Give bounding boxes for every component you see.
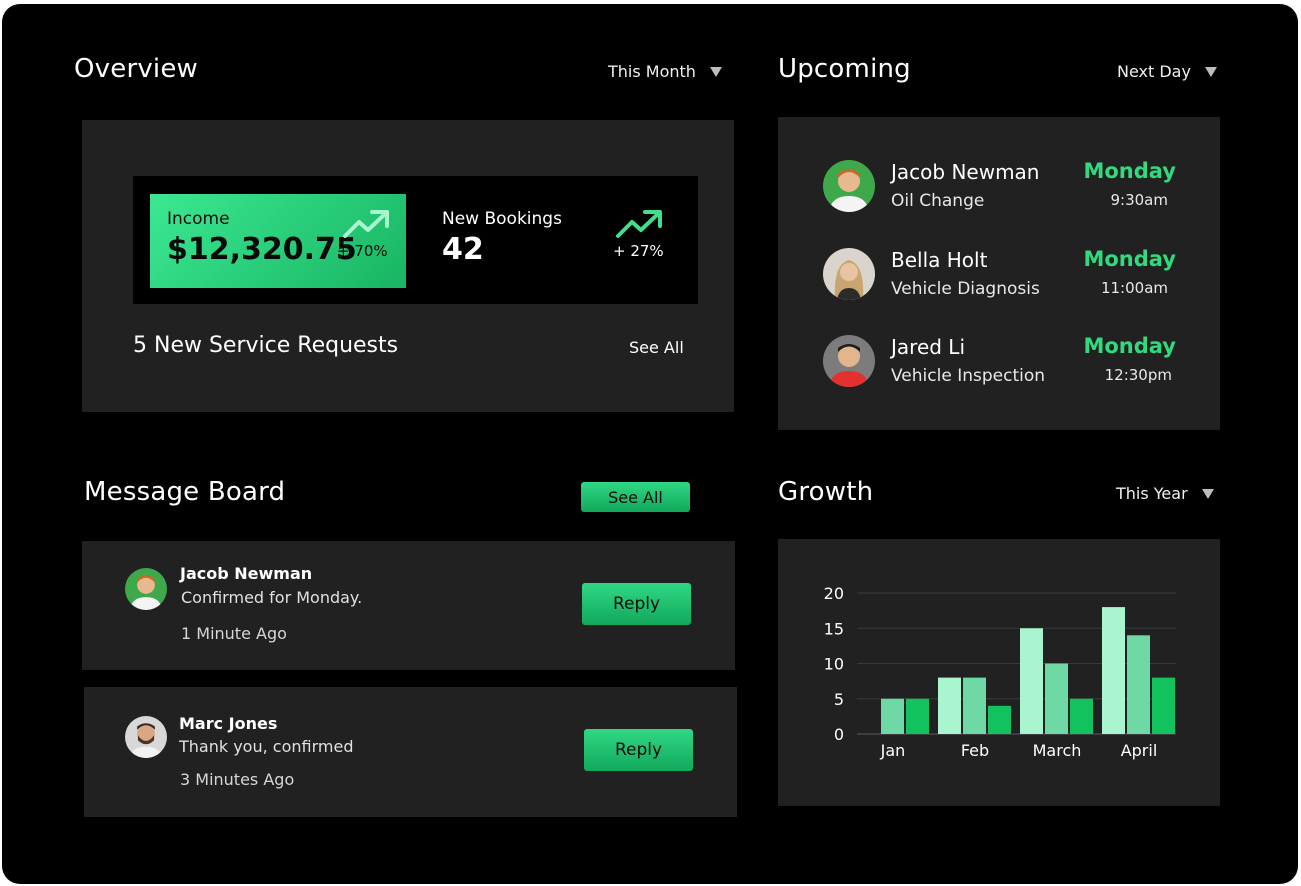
income-change: + 70%	[337, 242, 388, 260]
bar-feb-2[interactable]	[988, 705, 1011, 734]
upcoming-day: Monday	[1083, 159, 1176, 183]
bookings-value: 42	[442, 232, 484, 267]
stats-strip: Income $12,320.75 + 70% New Bookings 42 …	[133, 176, 698, 304]
bar-april-2[interactable]	[1152, 677, 1175, 734]
message-card: Marc Jones Thank you, confirmed 3 Minute…	[84, 687, 737, 817]
upcoming-time: 9:30am	[1110, 191, 1169, 209]
bar-april-0[interactable]	[1102, 607, 1125, 734]
bar-march-1[interactable]	[1045, 663, 1068, 735]
upcoming-name: Jared Li	[891, 335, 965, 359]
avatar	[823, 335, 875, 387]
messages-see-all-button[interactable]: See All	[581, 482, 690, 512]
growth-period-label: This Year	[1116, 484, 1188, 503]
message-text: Thank you, confirmed	[179, 737, 354, 756]
caret-down-icon	[1201, 488, 1214, 499]
message-time: 3 Minutes Ago	[180, 770, 295, 789]
bar-march-2[interactable]	[1070, 698, 1093, 734]
avatar-man-red-shirt-icon	[829, 344, 869, 387]
y-tick-label: 0	[834, 725, 844, 744]
upcoming-panel: Jacob Newman Oil Change Monday 9:30am Be…	[778, 117, 1220, 430]
upcoming-service: Vehicle Inspection	[891, 366, 1046, 386]
avatar	[125, 716, 167, 758]
avatar-man-glasses-green-icon	[829, 169, 869, 212]
overview-period-label: This Month	[608, 62, 696, 81]
bookings-label: New Bookings	[442, 209, 562, 229]
upcoming-item[interactable]: Jared Li Vehicle Inspection Monday 12:30…	[778, 322, 1220, 392]
y-tick-label: 20	[824, 584, 844, 603]
upcoming-period-dropdown[interactable]: Next Day	[1117, 62, 1217, 81]
upcoming-period-label: Next Day	[1117, 62, 1191, 81]
bar-feb-1[interactable]	[963, 677, 986, 734]
income-label: Income	[167, 209, 230, 229]
avatar-woman-blonde-icon	[834, 260, 864, 300]
message-text: Confirmed for Monday.	[181, 588, 363, 607]
trending-up-icon	[343, 210, 389, 238]
overview-see-all-link[interactable]: See All	[629, 338, 684, 357]
avatar-man-beard-icon	[129, 723, 163, 758]
growth-period-dropdown[interactable]: This Year	[1116, 484, 1214, 503]
avatar	[823, 160, 875, 212]
avatar	[125, 568, 167, 610]
message-sender: Jacob Newman	[180, 564, 313, 583]
caret-down-icon	[1204, 66, 1217, 77]
bar-april-1[interactable]	[1127, 635, 1150, 734]
message-time: 1 Minute Ago	[181, 624, 287, 643]
income-card[interactable]: Income $12,320.75 + 70%	[150, 194, 406, 288]
growth-bar-chart: 0 5 10 15 20 Jan Feb March April	[824, 584, 1176, 760]
reply-button[interactable]: Reply	[582, 583, 691, 625]
growth-title: Growth	[778, 477, 874, 507]
caret-down-icon	[709, 66, 722, 77]
growth-panel: 0 5 10 15 20 Jan Feb March April	[778, 539, 1220, 806]
bookings-change: + 27%	[613, 242, 664, 260]
upcoming-day: Monday	[1083, 334, 1176, 358]
message-sender: Marc Jones	[179, 714, 278, 733]
trending-up-icon	[616, 210, 662, 238]
upcoming-day: Monday	[1083, 247, 1176, 271]
x-tick-label: Feb	[961, 741, 989, 760]
bar-jan-1[interactable]	[881, 698, 904, 734]
reply-button[interactable]: Reply	[584, 729, 693, 771]
x-tick-label: March	[1033, 741, 1082, 760]
y-tick-label: 5	[834, 690, 844, 709]
overview-title: Overview	[74, 54, 199, 84]
upcoming-title: Upcoming	[778, 54, 911, 84]
bar-march-0[interactable]	[1020, 628, 1043, 734]
y-tick-label: 15	[824, 619, 844, 638]
overview-period-dropdown[interactable]: This Month	[608, 62, 722, 81]
upcoming-item[interactable]: Bella Holt Vehicle Diagnosis Monday 11:0…	[778, 235, 1220, 305]
avatar	[823, 248, 875, 300]
avatar-man-glasses-green-icon	[129, 575, 163, 610]
message-board-title: Message Board	[84, 477, 286, 507]
bar-feb-0[interactable]	[938, 677, 961, 734]
dashboard: Overview This Month Income $12,320.75 + …	[2, 4, 1298, 884]
upcoming-name: Jacob Newman	[891, 160, 1040, 184]
x-tick-label: April	[1121, 741, 1158, 760]
y-tick-label: 10	[824, 655, 844, 674]
upcoming-name: Bella Holt	[891, 248, 988, 272]
income-value: $12,320.75	[167, 232, 357, 267]
upcoming-service: Oil Change	[891, 191, 985, 211]
overview-panel: Income $12,320.75 + 70% New Bookings 42 …	[82, 120, 734, 412]
upcoming-item[interactable]: Jacob Newman Oil Change Monday 9:30am	[778, 147, 1220, 217]
upcoming-time: 11:00am	[1100, 279, 1168, 297]
x-tick-label: Jan	[880, 741, 906, 760]
service-requests-text: 5 New Service Requests	[133, 333, 399, 358]
upcoming-service: Vehicle Diagnosis	[891, 279, 1040, 299]
upcoming-time: 12:30pm	[1104, 366, 1172, 384]
message-card: Jacob Newman Confirmed for Monday. 1 Min…	[82, 541, 735, 670]
bar-jan-2[interactable]	[906, 698, 929, 734]
